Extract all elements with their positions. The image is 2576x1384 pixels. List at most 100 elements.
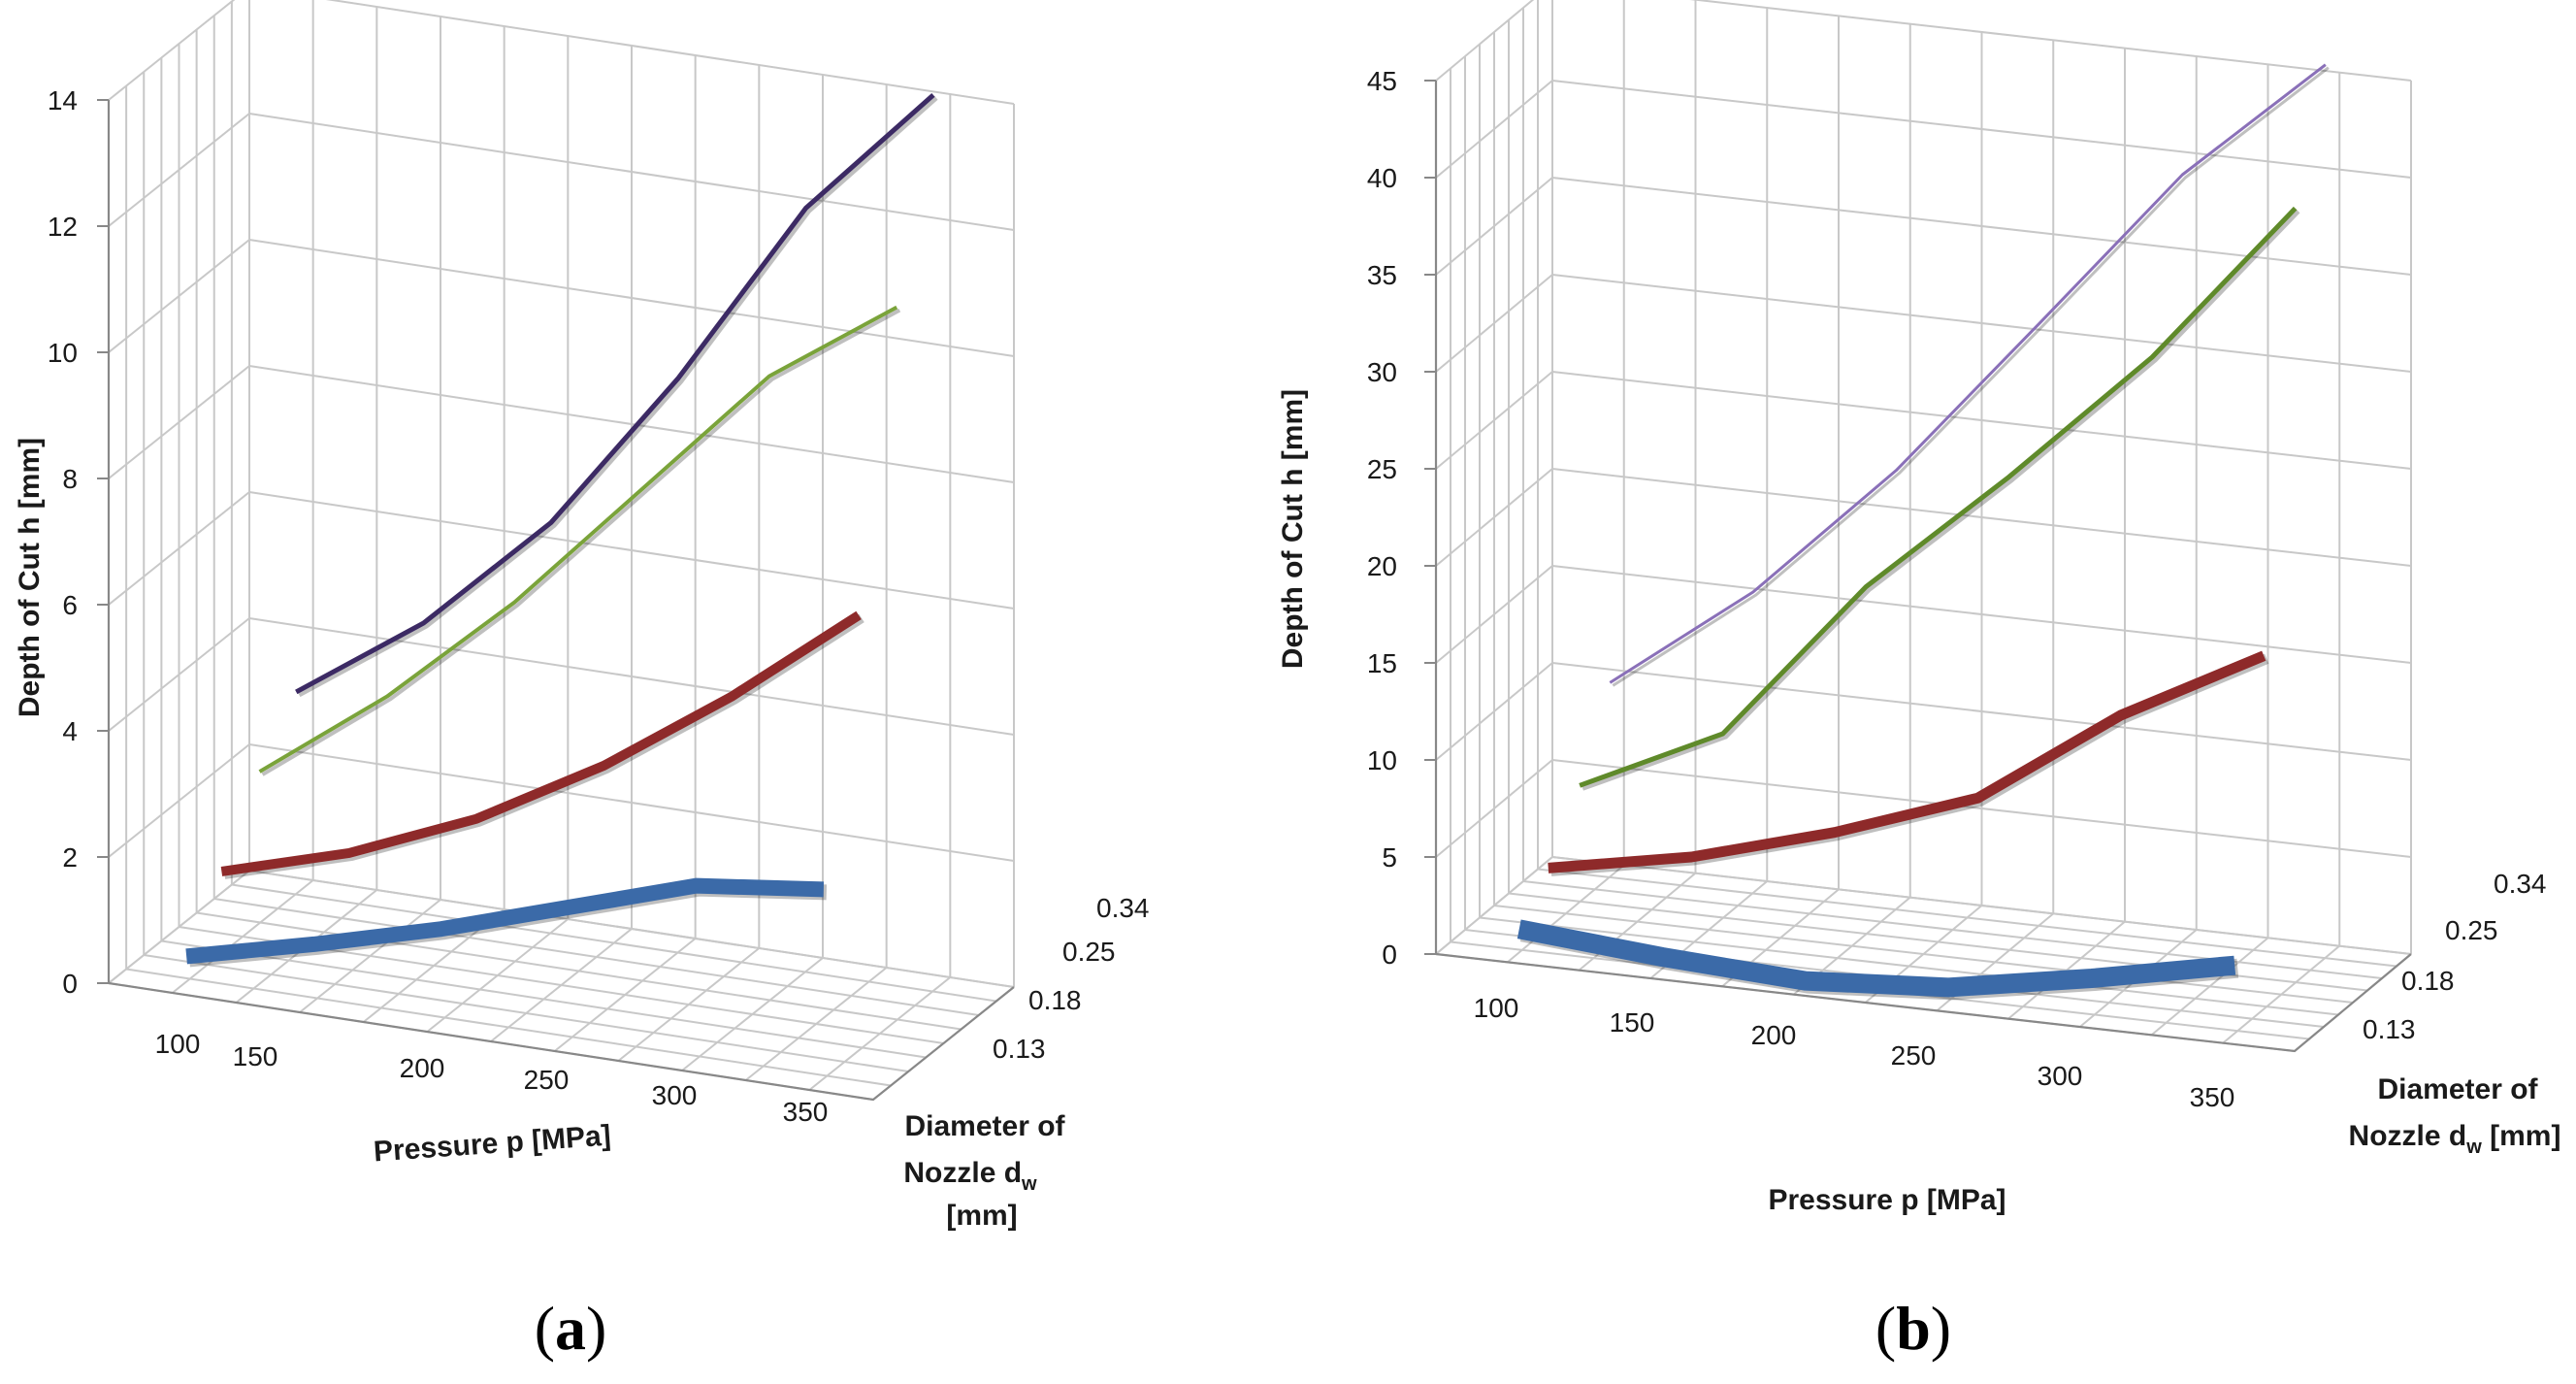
z-tick-label: 0.18 xyxy=(2401,966,2455,996)
y-tick-label: 20 xyxy=(1367,551,1397,581)
chart-b: 0 5 10 15 20 25 30 35 40 45 100 150 200 250 300 350 0.13… xyxy=(1367,0,2547,1112)
panel-label-b: (b) xyxy=(1875,1294,1951,1363)
chart-a-axes xyxy=(107,100,1015,1102)
chart-b-xlabel: Pressure p [MPa] xyxy=(1768,1184,2005,1216)
series-shadow-0.25 xyxy=(261,308,901,776)
gridline xyxy=(325,0,1015,105)
gridline xyxy=(1551,468,2412,567)
z-tick-label: 0.13 xyxy=(2363,1014,2416,1044)
chart-a: 0 2 4 6 8 10 12 14 100 150 200 250 300 350 0.13 0.18 0.2… xyxy=(48,0,1150,1127)
series-line-0.25 xyxy=(258,305,898,774)
series-line-0.13 xyxy=(185,877,825,965)
gridline xyxy=(1551,80,2412,179)
series-line-0.25 xyxy=(1579,206,2298,788)
series-shadow-0.34 xyxy=(298,96,938,698)
y-tick-label: 35 xyxy=(1367,260,1397,290)
gridline xyxy=(1551,759,2412,858)
y-tick-label: 30 xyxy=(1367,357,1397,387)
gridline xyxy=(1551,371,2412,470)
y-tick-label: 0 xyxy=(1382,939,1397,970)
y-tick-label: 12 xyxy=(48,212,78,242)
series-shadow-0.18 xyxy=(223,613,864,879)
z-tick-label: 0.13 xyxy=(993,1034,1046,1064)
gridline xyxy=(1493,905,2354,1004)
gridline xyxy=(1551,662,2412,761)
gridline xyxy=(196,911,962,1031)
y-tick-label: 10 xyxy=(48,338,78,368)
x-tick-label: 300 xyxy=(2038,1061,2083,1091)
chart-a-ylabel: Depth of Cut h [mm] xyxy=(14,438,46,717)
series-shadow-0.34 xyxy=(1612,66,2330,687)
chart-a-xlabel: Pressure p [MPa] xyxy=(373,1120,612,1169)
panel-label-a: (a) xyxy=(535,1294,607,1363)
x-tick-label: 350 xyxy=(2190,1082,2235,1112)
gridline xyxy=(248,617,1015,736)
y-tick-label: 6 xyxy=(62,590,78,620)
series-shadow-0.25 xyxy=(1581,209,2300,791)
gridline xyxy=(248,743,1015,862)
gridline xyxy=(248,491,1015,610)
y-tick-label: 10 xyxy=(1367,745,1397,775)
gridline xyxy=(161,939,927,1059)
gridline xyxy=(1551,177,2412,276)
chart-b-zlabel-line1: Diameter of xyxy=(2377,1073,2538,1105)
chart-b-zlabel-line2: Nozzle dw [mm] xyxy=(2349,1120,2561,1158)
chart-a-zlabel-line2: Nozzle dw xyxy=(903,1157,1037,1195)
floor-edge xyxy=(108,981,1015,1102)
chart-b-ylabel: Depth of Cut h [mm] xyxy=(1277,389,1309,669)
gridline xyxy=(1479,916,2339,1016)
z-tick-label: 0.25 xyxy=(1062,937,1116,967)
chart-a-zlabel-line3: [mm] xyxy=(946,1200,1017,1232)
z-tick-label: 0.34 xyxy=(2494,869,2547,899)
gridline xyxy=(213,898,979,1016)
chart-b-gridlines xyxy=(1435,0,2412,1052)
series-line-0.13 xyxy=(1516,919,2236,998)
gridline xyxy=(1551,274,2412,373)
y-tick-label: 15 xyxy=(1367,648,1397,678)
x-tick-label: 250 xyxy=(524,1065,570,1095)
gridline xyxy=(1689,0,2412,82)
x-tick-label: 300 xyxy=(652,1080,698,1110)
chart-a-zlabel-line1: Diameter of xyxy=(904,1110,1065,1142)
y-tick-label: 40 xyxy=(1367,163,1397,193)
x-tick-label: 150 xyxy=(1610,1007,1655,1038)
z-tick-label: 0.18 xyxy=(1028,985,1082,1015)
gridline xyxy=(1522,880,2383,979)
gridline xyxy=(231,883,997,1003)
x-tick-label: 150 xyxy=(233,1041,278,1071)
x-tick-label: 200 xyxy=(400,1053,445,1083)
gridline xyxy=(1551,856,2412,955)
y-tick-label: 4 xyxy=(62,716,78,746)
gridline xyxy=(125,968,892,1087)
gridline xyxy=(144,954,909,1072)
gridline xyxy=(1551,565,2412,664)
x-tick-label: 100 xyxy=(1474,993,1519,1023)
series-shadow-0.18 xyxy=(1550,653,2269,876)
y-tick-label: 45 xyxy=(1367,66,1397,96)
y-tick-label: 0 xyxy=(62,969,78,999)
y-tick-label: 8 xyxy=(62,464,78,494)
series-line-0.34 xyxy=(295,93,935,695)
chart-b-axes xyxy=(1434,81,2412,1053)
z-tick-label: 0.34 xyxy=(1096,893,1150,923)
x-tick-label: 350 xyxy=(783,1097,829,1127)
x-tick-label: 200 xyxy=(1751,1020,1797,1050)
y-tick-label: 2 xyxy=(62,842,78,873)
x-tick-label: 250 xyxy=(1891,1040,1937,1071)
y-tick-label: 5 xyxy=(1382,842,1397,873)
z-tick-label: 0.25 xyxy=(2445,915,2498,945)
series-line-0.18 xyxy=(220,610,862,876)
y-tick-label: 14 xyxy=(48,85,78,115)
x-tick-label: 100 xyxy=(155,1029,201,1059)
gridline xyxy=(248,870,1015,988)
chart-a-gridlines xyxy=(108,0,1015,1101)
gridline xyxy=(248,365,1015,483)
series-line-0.18 xyxy=(1548,650,2266,873)
gridline xyxy=(1537,868,2397,968)
gridline xyxy=(248,239,1015,357)
series-line-0.34 xyxy=(1609,63,2327,684)
gridline xyxy=(248,113,1015,231)
y-tick-label: 25 xyxy=(1367,454,1397,484)
floor-edge xyxy=(1435,952,2412,1053)
